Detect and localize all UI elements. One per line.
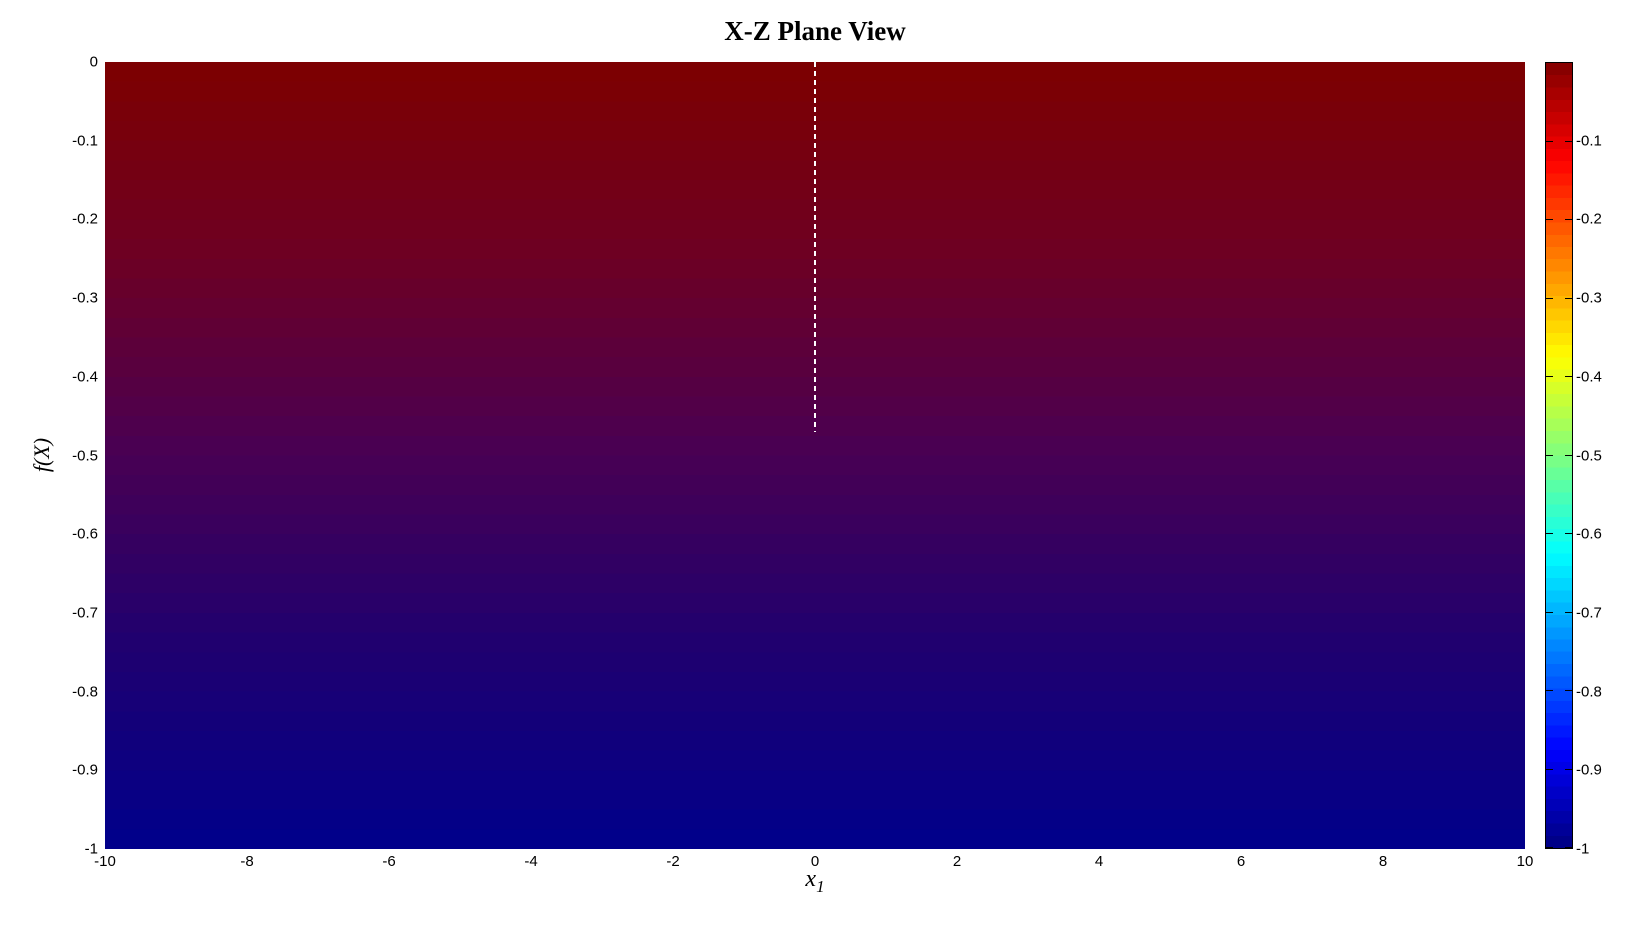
y-axis-label: f(X) bbox=[29, 437, 54, 473]
colorbar-tick-mark bbox=[1546, 690, 1553, 691]
colorbar-tick-mark bbox=[1565, 847, 1572, 848]
colorbar-tick-mark bbox=[1546, 454, 1553, 456]
y-axis-tick-label: -0.1 bbox=[72, 132, 98, 150]
colorbar-tick-mark bbox=[1565, 219, 1572, 220]
colorbar-tick-label: -0.8 bbox=[1576, 683, 1602, 701]
colorbar-tick-mark bbox=[1565, 533, 1572, 534]
colorbar-tick-label: -0.6 bbox=[1576, 525, 1602, 543]
colorbar-tick-mark bbox=[1546, 611, 1553, 613]
y-axis-tick-label: 0 bbox=[89, 53, 98, 71]
x-axis: -10 -8 -6 -4 -2 0 2 4 6 8 10 bbox=[94, 853, 1533, 875]
plot-area bbox=[105, 62, 1525, 849]
y-axis-tick-label: -0.7 bbox=[72, 604, 98, 622]
x-axis-tick-label: -4 bbox=[524, 853, 538, 870]
colorbar-tick-label: -0.3 bbox=[1576, 289, 1602, 307]
colorbar-tick-mark bbox=[1565, 690, 1572, 691]
y-axis-tick-label: -1 bbox=[84, 840, 98, 858]
y-axis-tick-label: -0.4 bbox=[72, 368, 98, 386]
colorbar-tick-mark bbox=[1546, 219, 1553, 220]
colorbar-tick-mark bbox=[1565, 297, 1572, 299]
x-axis-tick-label: 0 bbox=[810, 853, 820, 870]
dashed-line-x0 bbox=[814, 62, 816, 432]
colorbar-labels: -0.1 -0.2 -0.3 -0.4 -0.5 -0.6 -0.7 -0.8 -0.9 -1 bbox=[1576, 62, 1630, 857]
x-axis-label-main: x bbox=[805, 866, 817, 892]
chart-title: X-Z Plane View bbox=[724, 16, 906, 46]
y-axis-tick-label: -0.6 bbox=[72, 525, 98, 543]
colorbar-tick-label: -1 bbox=[1576, 840, 1590, 858]
y-axis-tick-label: -0.3 bbox=[72, 289, 98, 307]
x-axis-tick-label: -6 bbox=[382, 853, 396, 870]
colorbar-gradient bbox=[1546, 63, 1572, 848]
colorbar-tick-mark bbox=[1565, 140, 1572, 142]
x-axis-tick-label: 4 bbox=[1094, 853, 1104, 870]
colorbar-tick-mark bbox=[1546, 768, 1553, 770]
colorbar-tick-mark bbox=[1565, 768, 1572, 770]
x-axis-tick-label: 8 bbox=[1378, 853, 1388, 870]
colorbar-tick-label: -0.4 bbox=[1576, 368, 1602, 386]
colorbar-tick-label: -0.1 bbox=[1576, 132, 1602, 150]
y-axis-tick-label: -0.2 bbox=[72, 210, 98, 228]
y-axis-tick-label: -0.9 bbox=[72, 761, 98, 779]
colorbar-tick-mark bbox=[1565, 611, 1572, 613]
colorbar-tick-label: -0.7 bbox=[1576, 604, 1602, 622]
y-axis-tick-label: -0.5 bbox=[72, 447, 98, 464]
x-axis-tick-label: -2 bbox=[666, 853, 680, 870]
colorbar bbox=[1545, 62, 1573, 849]
x-axis-tick-label: 2 bbox=[952, 853, 962, 870]
x-axis-label-subscript: 1 bbox=[816, 876, 825, 896]
x-axis-tick-label: 10 bbox=[1516, 853, 1534, 870]
colorbar-tick-mark bbox=[1546, 533, 1553, 534]
colorbar-tick-mark bbox=[1565, 454, 1572, 456]
x-axis-tick-label: 6 bbox=[1236, 853, 1246, 870]
colorbar-tick-mark bbox=[1546, 140, 1553, 142]
colorbar-tick-mark bbox=[1546, 297, 1553, 299]
y-axis: 0 -0.1 -0.2 -0.3 -0.4 -0.5 -0.6 -0.7 -0.8 -0.9 -1 bbox=[0, 54, 100, 858]
colorbar-tick-mark bbox=[1565, 376, 1572, 377]
colorbar-tick-label: -0.2 bbox=[1576, 210, 1602, 228]
y-axis-tick-label: -0.8 bbox=[72, 683, 98, 701]
x-axis-tick-label: -8 bbox=[240, 853, 254, 870]
colorbar-tick-label: -0.5 bbox=[1576, 447, 1602, 464]
x-axis-label: x1 bbox=[805, 866, 825, 896]
colorbar-tick-mark bbox=[1546, 847, 1553, 848]
x-axis-tick-label: -10 bbox=[94, 853, 116, 870]
colorbar-tick-mark bbox=[1546, 376, 1553, 377]
colorbar-tick-label: -0.9 bbox=[1576, 761, 1602, 779]
